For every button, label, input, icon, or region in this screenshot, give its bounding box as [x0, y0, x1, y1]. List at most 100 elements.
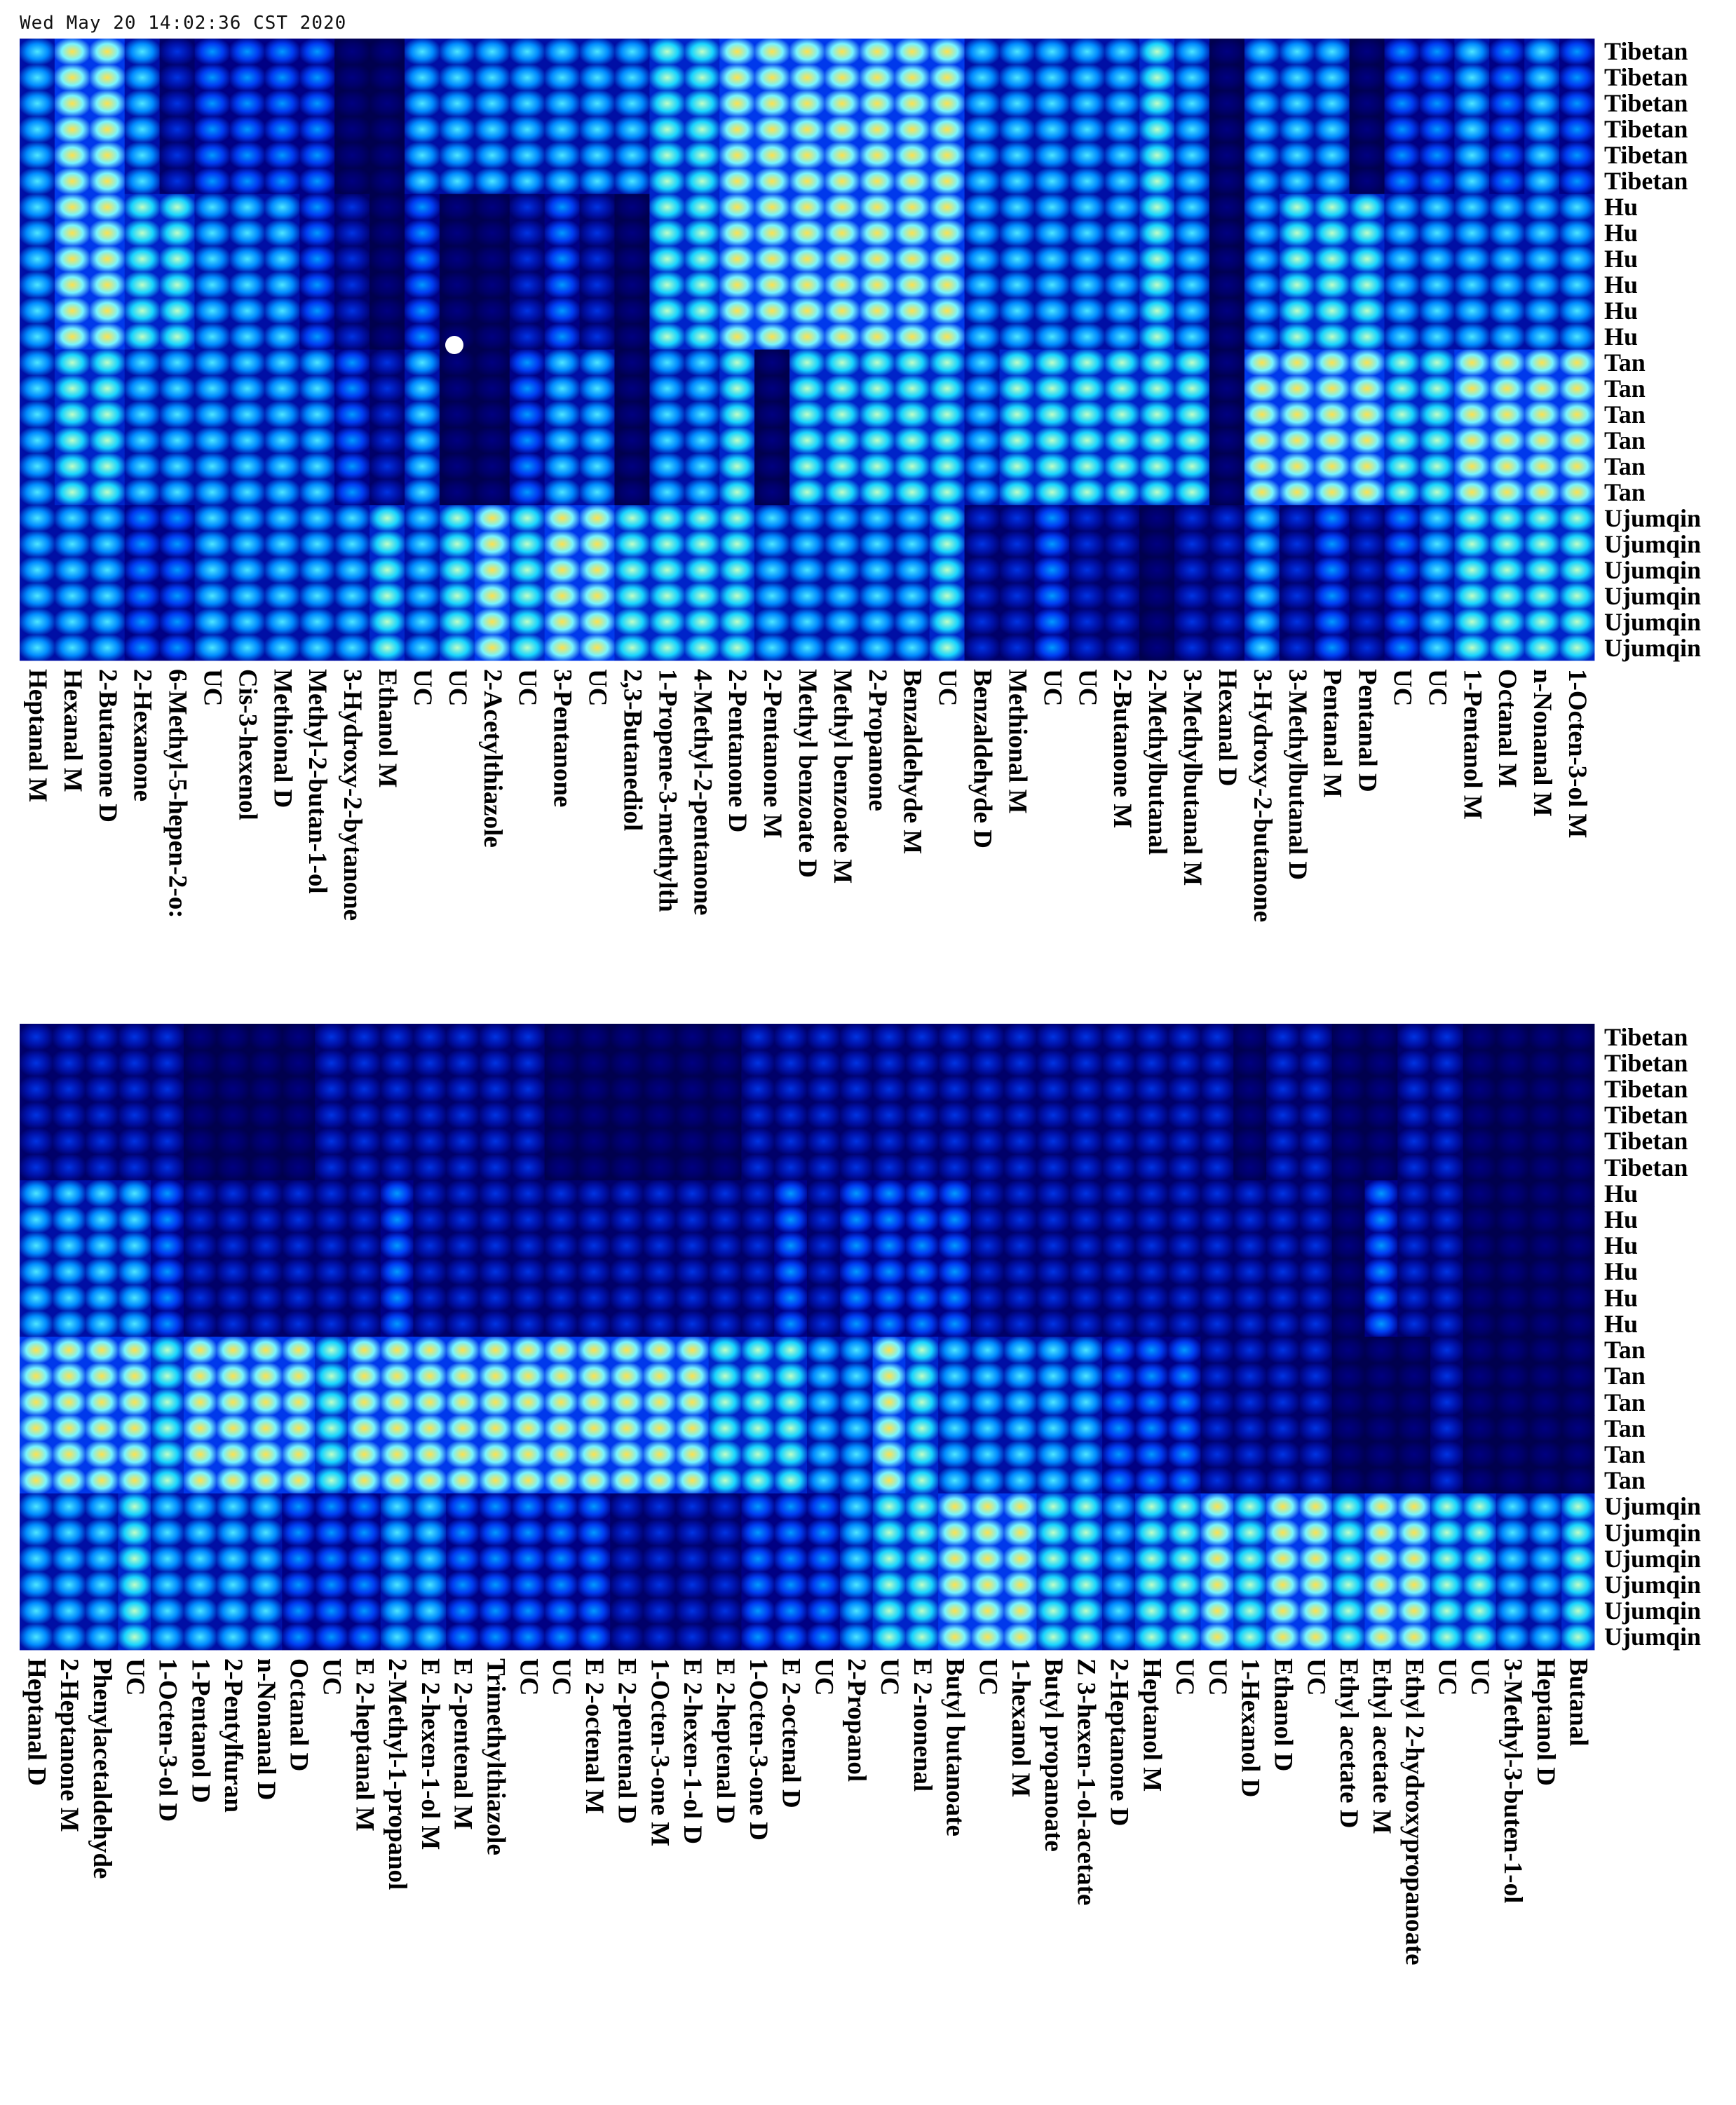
heatmap-cell — [439, 219, 475, 247]
column-label: 3-Hydroxy-2-butanone — [1246, 669, 1278, 1006]
heatmap-cell — [299, 64, 335, 91]
heatmap-cell — [479, 1076, 513, 1103]
heatmap-cell — [509, 427, 545, 454]
heatmap-cell — [1266, 1285, 1300, 1311]
heatmap-cell — [614, 349, 650, 376]
heatmap-cell — [439, 375, 475, 402]
heatmap-cell — [1419, 39, 1455, 65]
heatmap-cell — [1209, 557, 1245, 583]
heatmap-cell — [1463, 1180, 1497, 1207]
heatmap-cell — [1233, 1180, 1267, 1207]
heatmap-cell — [1244, 557, 1280, 583]
heatmap-cell — [938, 1519, 972, 1546]
heatmap-cell — [1069, 194, 1105, 221]
heatmap-cell — [577, 1232, 611, 1259]
heatmap-cell — [509, 349, 545, 376]
column-label: 3-Methylbutanal M — [1176, 669, 1208, 1006]
heatmap-cell — [216, 1232, 250, 1259]
heatmap-cell — [183, 1311, 217, 1337]
heatmap-cell — [446, 1519, 480, 1546]
column-label: 1-Hexanol D — [1234, 1658, 1266, 2093]
heatmap-cell — [1104, 323, 1140, 350]
heatmap-cell — [999, 375, 1035, 402]
heatmap-cell — [1419, 168, 1455, 195]
heatmap-cell — [1200, 1388, 1234, 1416]
heatmap-cell — [1419, 116, 1455, 143]
heatmap-cell — [579, 219, 615, 247]
heatmap-cell — [1489, 142, 1525, 169]
heatmap-cell — [544, 64, 580, 91]
heatmap-cell — [807, 1206, 841, 1233]
heatmap-cell — [1463, 1154, 1497, 1181]
heatmap-cell — [741, 1467, 775, 1494]
heatmap-cell — [299, 297, 335, 324]
heatmap-cell — [1419, 505, 1455, 532]
heatmap-cell — [1364, 1545, 1398, 1572]
heatmap-cell — [999, 349, 1035, 376]
heatmap-cell — [579, 297, 615, 324]
heatmap-cell — [159, 323, 195, 350]
heatmap-cell — [1003, 1102, 1037, 1129]
heatmap-cell — [1244, 168, 1280, 195]
heatmap-cell — [1134, 1258, 1169, 1285]
heatmap-cell — [610, 1024, 644, 1050]
heatmap-cell — [1036, 1232, 1070, 1259]
heatmap-cell — [124, 271, 161, 298]
heatmap-cell — [1349, 116, 1385, 143]
heatmap-cell — [52, 1180, 86, 1207]
heatmap-cell — [299, 349, 335, 376]
heatmap-cell — [315, 1154, 348, 1181]
heatmap-cell — [194, 427, 230, 454]
heatmap-cell — [675, 1545, 710, 1572]
heatmap-cell — [1528, 1388, 1562, 1416]
heatmap-cell — [643, 1206, 677, 1233]
heatmap-cell — [1104, 39, 1140, 65]
heatmap-cell — [741, 1128, 775, 1155]
heatmap-cell — [1167, 1050, 1201, 1076]
heatmap-cell — [413, 1258, 447, 1285]
heatmap-cell — [52, 1467, 86, 1494]
column-label-text: UC — [1432, 1658, 1462, 1696]
heatmap-cell — [929, 194, 965, 221]
heatmap-cell — [774, 1362, 808, 1390]
heatmap-cell — [1167, 1571, 1201, 1598]
heatmap-cell — [1003, 1232, 1037, 1259]
heatmap-cell — [872, 1388, 906, 1416]
heatmap-cell — [413, 1232, 447, 1259]
heatmap-cell — [1134, 1493, 1169, 1520]
heatmap-cell — [905, 1336, 939, 1364]
heatmap-cell — [1524, 609, 1560, 635]
heatmap-cell — [1349, 531, 1385, 557]
heatmap-cell — [315, 1623, 348, 1651]
heatmap-cell — [264, 142, 300, 169]
timestamp: Wed May 20 14:02:36 CST 2020 — [20, 13, 347, 34]
heatmap-cell — [1496, 1362, 1529, 1390]
column-label-text: Benzaldehyde D — [968, 669, 997, 848]
heatmap-cell — [905, 1154, 939, 1181]
heatmap-cell — [614, 323, 650, 350]
heatmap-cell — [405, 635, 440, 661]
heatmap-cell — [1463, 1206, 1497, 1233]
heatmap-cell — [929, 271, 965, 298]
heatmap-cell — [1364, 1519, 1398, 1546]
heatmap-cell — [1561, 1024, 1595, 1050]
heatmap-cell — [1003, 1076, 1037, 1103]
heatmap-cell — [859, 557, 895, 583]
heatmap-cell — [894, 194, 930, 221]
heatmap-cell — [1134, 1102, 1169, 1129]
heatmap-cell — [1419, 427, 1455, 454]
row-label: Ujumqin — [1604, 633, 1702, 662]
heatmap-cell — [1364, 1128, 1398, 1155]
heatmap-cell — [151, 1362, 184, 1390]
heatmap-cell — [1069, 1024, 1103, 1050]
heatmap-cell — [1314, 168, 1350, 195]
heatmap-cell — [1069, 219, 1105, 247]
heatmap-cell — [675, 1102, 710, 1129]
heatmap-cell — [1139, 583, 1175, 609]
heatmap-cell — [905, 1519, 939, 1546]
heatmap-cell — [1528, 1076, 1562, 1103]
heatmap-cell — [1034, 349, 1070, 376]
heatmap-cell — [85, 1336, 118, 1364]
heatmap-cell — [544, 1597, 578, 1625]
heatmap-cell — [1069, 1519, 1103, 1546]
